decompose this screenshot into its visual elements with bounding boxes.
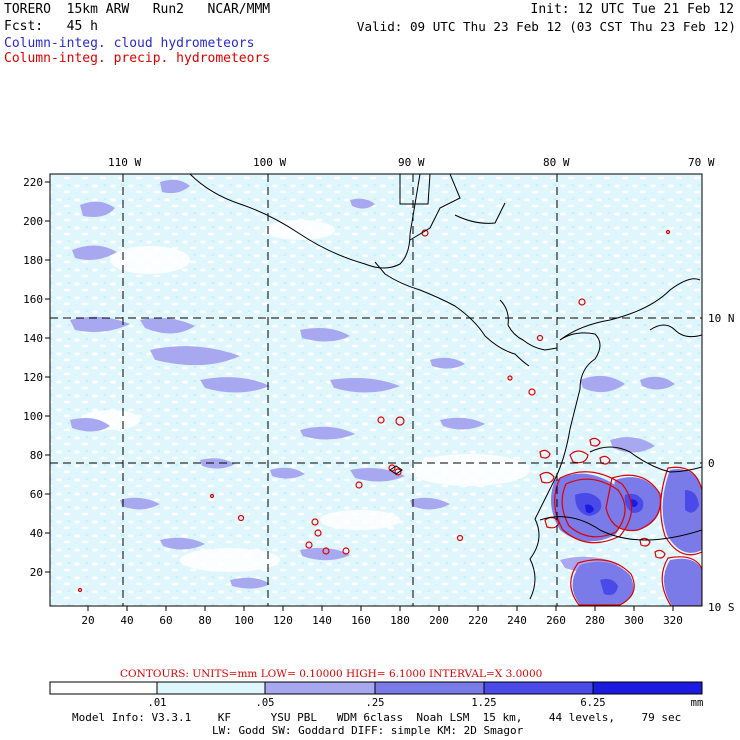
colorbar-units: mm <box>691 697 704 709</box>
y-tick-label: 20 <box>30 566 43 579</box>
lat-label: 10 S <box>708 601 735 614</box>
x-tick-label: 140 <box>312 614 332 627</box>
y-tick-label: 40 <box>30 527 43 540</box>
lon-label: 90 W <box>398 156 425 169</box>
colorbar-label: .05 <box>256 697 275 709</box>
map-frame <box>49 173 703 607</box>
y-tick-label: 60 <box>30 488 43 501</box>
header-init: Init: 12 UTC Tue 21 Feb 12 <box>530 2 735 17</box>
x-tick-label: 80 <box>198 614 211 627</box>
lon-label: 100 W <box>253 156 286 169</box>
coastlines <box>189 174 702 600</box>
y-tick-label: 160 <box>23 293 43 306</box>
x-tick-label: 120 <box>273 614 293 627</box>
x-tick-label: 240 <box>507 614 527 627</box>
lat-label: 10 N <box>708 312 735 325</box>
y-tick-label: 100 <box>23 410 43 423</box>
field-precip-label: Column-integ. precip. hydrometeors <box>4 51 271 66</box>
x-tick-label: 260 <box>546 614 566 627</box>
colorbar-label: 1.25 <box>471 697 496 709</box>
lon-label: 70 W <box>688 156 715 169</box>
x-tick-label: 300 <box>624 614 644 627</box>
header-valid: Valid: 09 UTC Thu 23 Feb 12 (03 CST Thu … <box>356 19 736 34</box>
y-tick-label: 80 <box>30 449 43 462</box>
header-left-line1: TORERO 15km ARW Run2 NCAR/MMM <box>4 2 271 17</box>
header-left-line2: Fcst: 45 h <box>4 19 98 34</box>
x-tick-label: 100 <box>234 614 254 627</box>
colorbar-label: .01 <box>148 697 167 709</box>
contour-info: CONTOURS: UNITS=mm LOW= 0.10000 HIGH= 6.… <box>120 668 542 680</box>
lon-label: 110 W <box>108 156 141 169</box>
x-tick-label: 180 <box>390 614 410 627</box>
colorbar-label: 6.25 <box>580 697 605 709</box>
y-tick-label: 120 <box>23 371 43 384</box>
x-tick-label: 200 <box>429 614 449 627</box>
x-tick-label: 160 <box>351 614 371 627</box>
map-panel <box>50 174 702 606</box>
model-info-line1: Model Info: V3.3.1 KF YSU PBL WDM 6class… <box>72 711 682 724</box>
x-tick-label: 20 <box>81 614 94 627</box>
field-cloud-label: Column-integ. cloud hydrometeors <box>4 36 255 51</box>
lat-label: 0 <box>708 457 715 470</box>
colorbar-label: .25 <box>366 697 385 709</box>
precip-core <box>551 469 702 606</box>
y-tick-label: 180 <box>23 254 43 267</box>
x-tick-label: 60 <box>159 614 172 627</box>
y-tick-label: 220 <box>23 176 43 189</box>
x-tick-label: 280 <box>585 614 605 627</box>
x-tick-label: 40 <box>120 614 133 627</box>
y-tick-label: 200 <box>23 215 43 228</box>
x-tick-label: 320 <box>663 614 683 627</box>
graticule <box>50 174 702 606</box>
lon-label: 80 W <box>543 156 570 169</box>
x-tick-label: 220 <box>468 614 488 627</box>
axis-ticks <box>45 181 674 611</box>
model-info-line2: LW: Godd SW: Goddard DIFF: simple KM: 2D… <box>212 724 524 737</box>
y-tick-label: 140 <box>23 332 43 345</box>
colorbar <box>49 681 703 695</box>
